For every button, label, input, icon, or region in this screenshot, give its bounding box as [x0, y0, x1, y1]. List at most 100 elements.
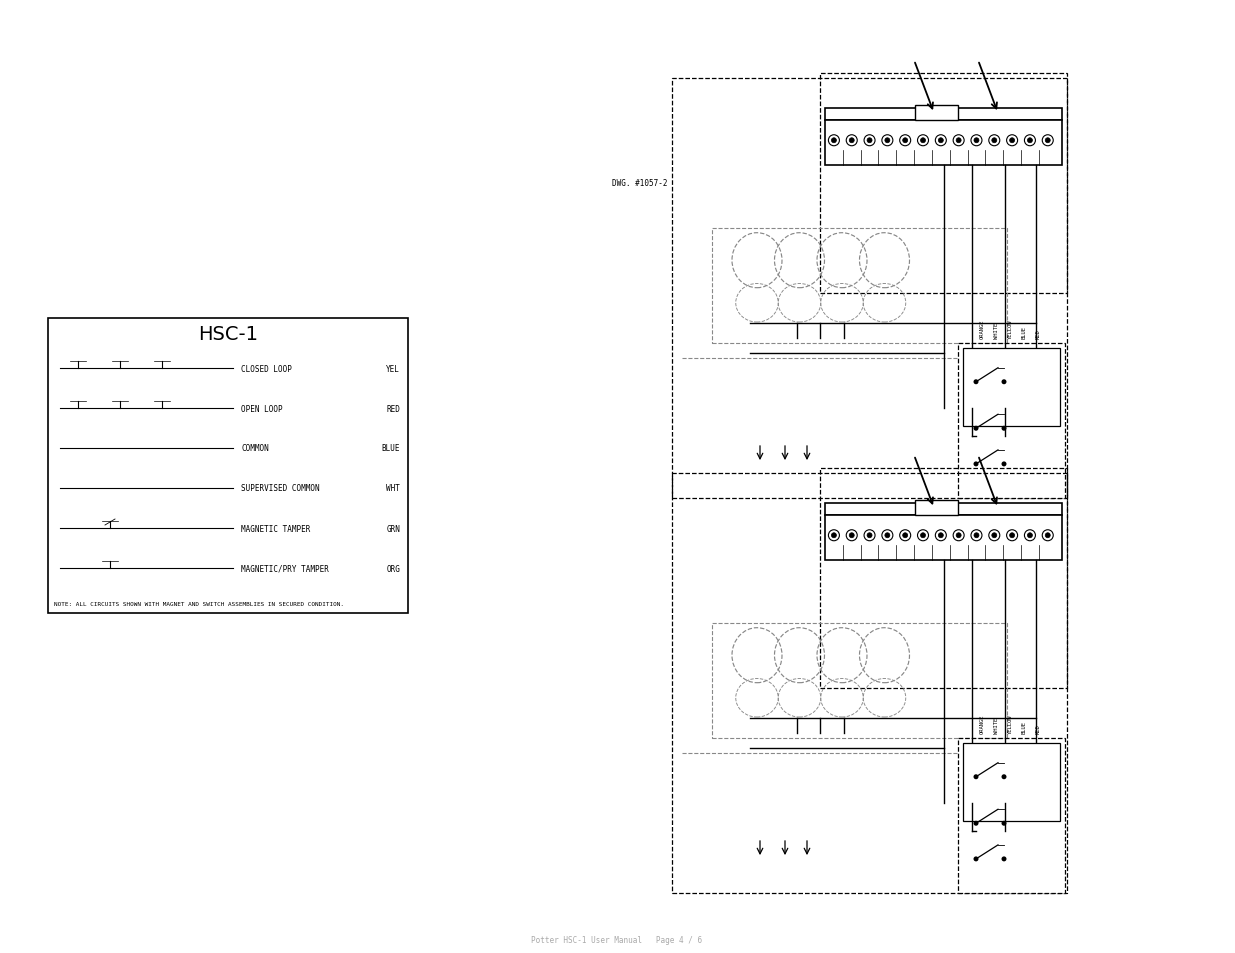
Circle shape — [973, 821, 978, 826]
Circle shape — [935, 530, 946, 541]
Circle shape — [1045, 138, 1050, 144]
Circle shape — [882, 530, 893, 541]
Circle shape — [867, 533, 872, 538]
Circle shape — [971, 135, 982, 147]
Circle shape — [1009, 533, 1015, 538]
Text: WHITE: WHITE — [993, 717, 999, 733]
Text: YEL: YEL — [387, 364, 400, 374]
Text: COMMON: COMMON — [241, 444, 269, 453]
Bar — [672, 474, 1067, 893]
Text: DWG. #1057-2: DWG. #1057-2 — [613, 179, 667, 189]
Circle shape — [956, 138, 961, 144]
Bar — [825, 503, 1062, 516]
Circle shape — [1007, 135, 1018, 147]
Bar — [713, 229, 1007, 344]
Bar — [825, 516, 1062, 560]
Text: YELLOW: YELLOW — [1008, 319, 1013, 338]
Circle shape — [1002, 380, 1007, 385]
Circle shape — [831, 533, 836, 538]
Circle shape — [971, 530, 982, 541]
Circle shape — [974, 533, 979, 538]
Circle shape — [1002, 775, 1007, 780]
Circle shape — [953, 135, 965, 147]
Circle shape — [850, 533, 855, 538]
Circle shape — [992, 138, 997, 144]
Circle shape — [1002, 821, 1007, 826]
Circle shape — [920, 533, 925, 538]
Text: MAGNETIC/PRY TAMPER: MAGNETIC/PRY TAMPER — [241, 564, 329, 573]
Bar — [958, 739, 1065, 893]
Circle shape — [953, 530, 965, 541]
Circle shape — [903, 533, 908, 538]
Circle shape — [884, 533, 890, 538]
Circle shape — [1028, 138, 1032, 144]
Circle shape — [989, 530, 1000, 541]
Bar — [958, 344, 1065, 498]
Circle shape — [918, 135, 929, 147]
Circle shape — [831, 138, 836, 144]
Circle shape — [992, 533, 997, 538]
Circle shape — [973, 380, 978, 385]
Circle shape — [1028, 533, 1032, 538]
Text: BLUE: BLUE — [1021, 720, 1026, 733]
Bar — [825, 121, 1062, 166]
Bar — [825, 109, 1062, 121]
Circle shape — [935, 135, 946, 147]
Circle shape — [1009, 138, 1015, 144]
Bar — [915, 500, 957, 516]
Bar — [915, 106, 957, 121]
Circle shape — [867, 138, 872, 144]
Circle shape — [974, 138, 979, 144]
Bar — [713, 623, 1007, 739]
Text: RED: RED — [1035, 329, 1041, 338]
Bar — [48, 318, 408, 614]
Circle shape — [939, 533, 944, 538]
Circle shape — [973, 426, 978, 432]
Circle shape — [846, 530, 857, 541]
Text: Potter HSC-1 User Manual   Page 4 / 6: Potter HSC-1 User Manual Page 4 / 6 — [531, 935, 703, 944]
Circle shape — [989, 135, 1000, 147]
Text: GRN: GRN — [387, 524, 400, 533]
Bar — [963, 349, 1060, 426]
Circle shape — [973, 462, 978, 467]
Circle shape — [1002, 462, 1007, 467]
Text: ORG: ORG — [387, 564, 400, 573]
Bar — [820, 469, 1067, 688]
Circle shape — [939, 138, 944, 144]
Circle shape — [829, 135, 840, 147]
Text: WHT: WHT — [387, 484, 400, 493]
Text: ORANGE: ORANGE — [979, 319, 984, 338]
Text: YELLOW: YELLOW — [1008, 714, 1013, 733]
Circle shape — [973, 857, 978, 862]
Circle shape — [864, 135, 876, 147]
Text: WHITE: WHITE — [993, 322, 999, 338]
Bar — [820, 74, 1067, 294]
Text: BLUE: BLUE — [382, 444, 400, 453]
Circle shape — [920, 138, 925, 144]
Circle shape — [882, 135, 893, 147]
Circle shape — [846, 135, 857, 147]
Text: MAGNETIC TAMPER: MAGNETIC TAMPER — [241, 524, 310, 533]
Circle shape — [1024, 135, 1035, 147]
Circle shape — [1024, 530, 1035, 541]
Circle shape — [850, 138, 855, 144]
Text: ORANGE: ORANGE — [979, 714, 984, 733]
Circle shape — [1007, 530, 1018, 541]
Circle shape — [1042, 530, 1053, 541]
Circle shape — [956, 533, 961, 538]
Text: NOTE: ALL CIRCUITS SHOWN WITH MAGNET AND SWITCH ASSEMBLIES IN SECURED CONDITION.: NOTE: ALL CIRCUITS SHOWN WITH MAGNET AND… — [54, 601, 345, 606]
Circle shape — [899, 530, 910, 541]
Bar — [963, 743, 1060, 821]
Circle shape — [1002, 426, 1007, 432]
Circle shape — [903, 138, 908, 144]
Text: HSC-1: HSC-1 — [198, 324, 258, 343]
Circle shape — [829, 530, 840, 541]
Circle shape — [884, 138, 890, 144]
Text: OPEN LOOP: OPEN LOOP — [241, 404, 283, 413]
Circle shape — [973, 775, 978, 780]
Circle shape — [1042, 135, 1053, 147]
Text: SUPERVISED COMMON: SUPERVISED COMMON — [241, 484, 320, 493]
Text: RED: RED — [1035, 723, 1041, 733]
Text: CLOSED LOOP: CLOSED LOOP — [241, 364, 291, 374]
Circle shape — [899, 135, 910, 147]
